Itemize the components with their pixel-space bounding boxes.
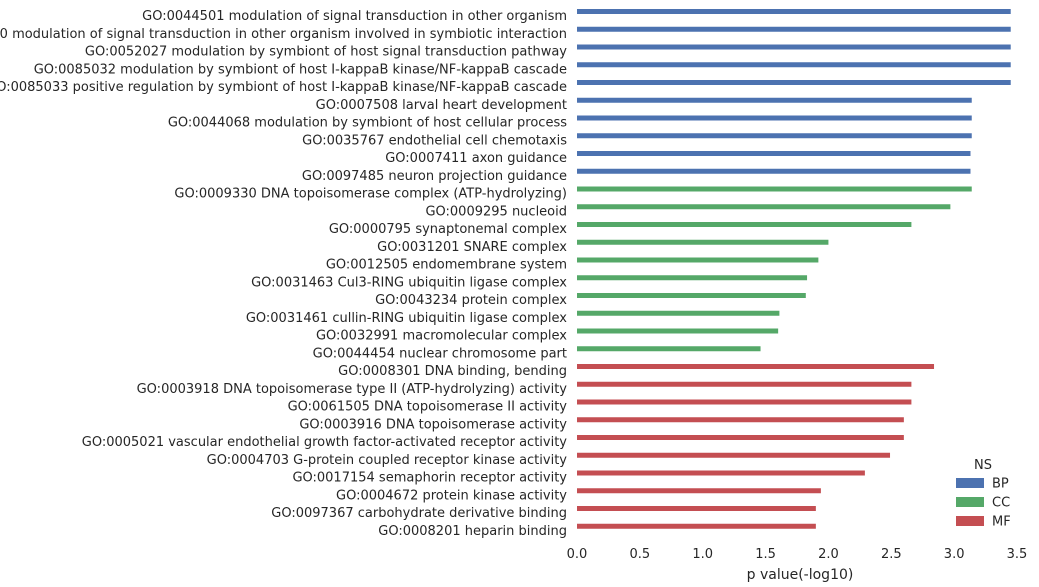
category-label: GO:0061505 DNA topoisomerase II activity — [288, 400, 568, 415]
category-label: GO:0031461 cullin-RING ubiquitin ligase … — [246, 311, 567, 326]
category-label: GO:0003918 DNA topoisomerase type II (AT… — [137, 382, 568, 397]
x-axis-ticks-group: 0.0 0.5 1.0 1.5 2.0 2.5 3.0 3.5 — [567, 547, 1028, 562]
category-label: GO:0085033 positive regulation by symbio… — [0, 80, 567, 95]
category-label: GO:0009330 DNA topoisomerase complex (AT… — [174, 187, 567, 202]
bar-mf-29 — [577, 523, 816, 529]
bar-bp-4 — [577, 80, 1011, 85]
bar-cc-17 — [577, 310, 780, 316]
category-label: GO:0035767 endothelial cell chemotaxis — [302, 133, 567, 148]
bar-bp-8 — [577, 151, 971, 156]
bar-bp-3 — [577, 62, 1011, 68]
legend-label-mf: MF — [992, 515, 1011, 530]
bar-cc-14 — [577, 257, 819, 263]
bar-bp-5 — [577, 97, 972, 103]
category-label: GO:0044501 modulation of signal transduc… — [142, 9, 567, 24]
x-axis-title: p value(-log10) — [747, 567, 854, 583]
bar-cc-19 — [577, 346, 761, 352]
legend-swatch-bp — [956, 478, 984, 488]
bar-bp-7 — [577, 133, 972, 139]
bar-mf-21 — [577, 381, 912, 387]
category-label: GO:0007411 axon guidance — [385, 151, 567, 166]
bar-cc-12 — [577, 222, 912, 227]
bar-mf-28 — [577, 506, 816, 511]
category-label: GO:0097367 carbohydrate derivative bindi… — [271, 506, 567, 521]
category-label: GO:0052027 modulation by symbiont of hos… — [85, 45, 567, 60]
category-label: GO:0007508 larval heart development — [316, 98, 567, 113]
bar-cc-10 — [577, 186, 972, 192]
bar-mf-22 — [577, 399, 912, 405]
category-label: GO:0085032 modulation by symbiont of hos… — [34, 62, 567, 77]
category-label: GO:0043234 protein complex — [375, 293, 567, 308]
x-tick-label: 2.0 — [818, 547, 839, 562]
category-label: GO:0008301 DNA binding, bending — [338, 364, 567, 379]
legend-label-bp: BP — [992, 477, 1009, 492]
legend-entries-group: BP CC MF — [956, 477, 1011, 530]
category-label: GO:0003916 DNA topoisomerase activity — [299, 417, 567, 432]
legend-title: NS — [974, 458, 992, 473]
bar-mf-25 — [577, 452, 891, 458]
x-tick-label: 1.5 — [755, 547, 776, 562]
category-label: GO:0052250 modulation of signal transduc… — [0, 27, 567, 42]
category-label: GO:0009295 nucleoid — [425, 204, 567, 219]
bar-bp-1 — [577, 26, 1011, 32]
x-tick-label: 2.5 — [881, 547, 902, 562]
bar-bp-6 — [577, 115, 972, 121]
bar-cc-18 — [577, 328, 779, 334]
bars-group — [577, 9, 1011, 529]
bar-cc-11 — [577, 204, 951, 210]
bar-mf-23 — [577, 417, 904, 423]
bar-mf-27 — [577, 488, 821, 494]
category-label: GO:0031201 SNARE complex — [377, 240, 567, 255]
category-label: GO:0044068 modulation by symbiont of hos… — [168, 116, 567, 131]
legend-label-cc: CC — [992, 496, 1010, 511]
x-tick-label: 3.0 — [944, 547, 965, 562]
bar-bp-0 — [577, 9, 1011, 14]
bar-cc-13 — [577, 239, 829, 245]
bar-bp-9 — [577, 168, 971, 174]
x-tick-label: 0.5 — [630, 547, 651, 562]
legend-swatch-cc — [956, 497, 984, 507]
x-tick-label: 1.0 — [692, 547, 713, 562]
category-labels-group: GO:0044501 modulation of signal transduc… — [0, 9, 567, 539]
bar-cc-15 — [577, 275, 808, 281]
category-label: GO:0004703 G-protein coupled receptor ki… — [207, 453, 568, 468]
bar-mf-24 — [577, 435, 904, 440]
x-tick-label: 0.0 — [567, 547, 588, 562]
bar-mf-20 — [577, 364, 935, 369]
bar-mf-26 — [577, 470, 865, 476]
category-label: GO:0097485 neuron projection guidance — [302, 169, 567, 184]
category-label: GO:0005021 vascular endothelial growth f… — [82, 435, 568, 450]
bar-bp-2 — [577, 44, 1011, 50]
category-label: GO:0044454 nuclear chromosome part — [313, 346, 567, 361]
legend-swatch-mf — [956, 516, 984, 526]
legend: NS BP CC MF — [956, 458, 1011, 530]
category-label: GO:0000795 synaptonemal complex — [329, 222, 567, 237]
bar-cc-16 — [577, 293, 806, 298]
category-label: GO:0031463 Cul3-RING ubiquitin ligase co… — [251, 275, 567, 290]
category-label: GO:0004672 protein kinase activity — [336, 488, 567, 503]
category-label: GO:0017154 semaphorin receptor activity — [292, 471, 567, 486]
category-label: GO:0008201 heparin binding — [378, 524, 567, 539]
x-tick-label: 3.5 — [1007, 547, 1028, 562]
category-label: GO:0032991 macromolecular complex — [316, 329, 567, 344]
category-label: GO:0012505 endomembrane system — [326, 258, 567, 273]
